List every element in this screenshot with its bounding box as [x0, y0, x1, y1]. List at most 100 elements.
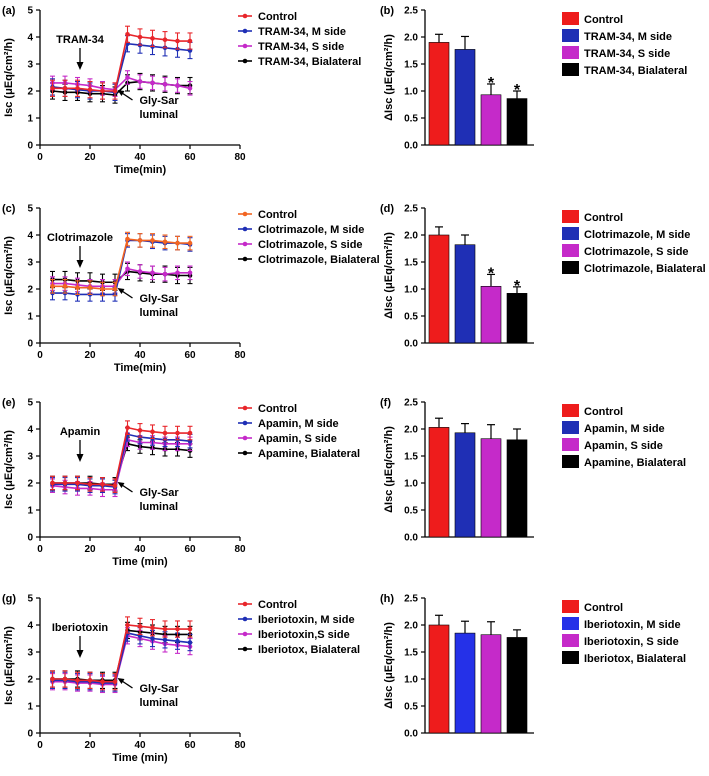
legend-label: TRAM-34, S side — [258, 41, 344, 53]
y-tick-label: 2.5 — [404, 594, 418, 605]
legend-swatch — [562, 455, 579, 468]
data-point — [175, 638, 180, 644]
drug-annotation: Clotrimazole — [47, 232, 113, 244]
bar — [506, 439, 528, 538]
y-tick-label: 0.0 — [404, 141, 418, 152]
panel-label: (g) — [2, 593, 16, 605]
bar — [428, 624, 450, 734]
legend-swatch — [562, 261, 579, 274]
stim-annotation-2: luminal — [140, 109, 179, 121]
legend-label: Apamin, M side — [584, 423, 665, 435]
panel-label: (b) — [380, 5, 394, 17]
y-tick-label: 1 — [27, 312, 33, 323]
y-axis-label: ΔIsc (μEq/cm²/h) — [383, 34, 395, 121]
panel-label: (c) — [2, 203, 16, 215]
y-axis-label: Isc (μEq/cm²/h) — [3, 626, 15, 705]
x-tick-label: 60 — [184, 350, 196, 361]
legend-marker — [242, 241, 248, 247]
data-point — [75, 285, 80, 290]
data-point — [137, 238, 143, 243]
bar — [506, 293, 528, 344]
bar — [428, 42, 450, 146]
bar — [506, 98, 528, 146]
legend-swatch — [562, 63, 579, 76]
legend-label: Iberiotox, Bialateral — [584, 653, 686, 665]
y-tick-label: 3 — [27, 60, 33, 71]
data-point — [187, 640, 193, 645]
y-tick-label: 2 — [27, 87, 33, 98]
x-tick-label: 0 — [37, 544, 43, 555]
x-axis-label: Time (min) — [112, 556, 168, 568]
data-point — [137, 34, 143, 40]
series-line — [52, 632, 191, 684]
legend-label: TRAM-34, M side — [258, 26, 346, 38]
bar — [506, 637, 528, 734]
bar — [480, 94, 502, 146]
y-tick-label: 2.5 — [404, 6, 418, 17]
y-tick-label: 5 — [27, 398, 33, 409]
data-point — [162, 271, 168, 277]
y-tick-label: 0.5 — [404, 506, 418, 517]
data-point — [87, 678, 93, 683]
data-point — [137, 79, 143, 84]
drug-arrow-head — [76, 260, 84, 268]
data-point — [150, 238, 155, 243]
y-tick-label: 1 — [27, 702, 33, 713]
data-point — [87, 482, 93, 487]
y-tick-label: 2.0 — [404, 33, 418, 44]
data-point — [112, 483, 118, 489]
x-tick-label: 20 — [84, 740, 96, 751]
data-point — [150, 36, 155, 41]
data-point — [175, 83, 180, 88]
legend-marker — [242, 226, 248, 232]
legend-swatch — [562, 29, 579, 42]
y-tick-label: 2.5 — [404, 204, 418, 215]
line-panel-c: (c) 0 1 2 3 4 5 0 20 40 60 80 Time(min) Isc (μEq/cm²/… — [2, 203, 380, 374]
data-point — [75, 86, 80, 91]
legend-label: TRAM-34, Bialateral — [258, 56, 361, 68]
y-tick-label: 1 — [27, 114, 33, 125]
series — [50, 616, 193, 691]
stim-annotation: Gly-Sar — [140, 293, 180, 305]
legend-marker — [242, 58, 248, 64]
data-point — [162, 239, 168, 245]
x-tick-label: 80 — [234, 544, 246, 555]
legend-marker — [242, 405, 248, 411]
legend-marker — [242, 420, 248, 426]
bar — [480, 634, 502, 734]
legend-label: Clotrimazole, Bialateral — [584, 263, 706, 275]
x-tick-label: 20 — [84, 350, 96, 361]
legend-label: Apamine, Bialateral — [258, 448, 360, 460]
legend-swatch — [562, 617, 579, 630]
data-point — [150, 80, 155, 86]
series-line — [52, 433, 191, 488]
legend-marker — [242, 13, 248, 19]
data-point — [162, 37, 168, 42]
legend-marker — [242, 450, 248, 456]
data-point — [62, 284, 68, 289]
legend-swatch — [562, 600, 579, 613]
legend-label: Control — [584, 212, 623, 224]
y-tick-label: 2 — [27, 285, 33, 296]
legend-marker — [242, 646, 248, 652]
y-tick-label: 1.0 — [404, 675, 418, 686]
bar — [480, 438, 502, 538]
drug-arrow-head — [76, 454, 84, 462]
legend-label: Clotrimazole, Bialateral — [258, 254, 380, 266]
y-tick-label: 1.5 — [404, 60, 418, 71]
y-tick-label: 1.5 — [404, 648, 418, 659]
legend-label: Clotrimazole, S side — [258, 239, 363, 251]
x-tick-label: 80 — [234, 740, 246, 751]
significance-star: * — [488, 75, 495, 92]
legend-label: TRAM-34, M side — [584, 31, 672, 43]
bar-panel-b: (b) 0.0 0.5 1.0 1.5 2.0 2.5 ΔIsc (μEq/cm²/h) * * C… — [380, 5, 687, 152]
x-tick-label: 40 — [134, 350, 146, 361]
data-point — [150, 429, 155, 435]
legend-label: TRAM-34, Bialateral — [584, 65, 687, 77]
data-point — [187, 240, 193, 246]
panel-label: (h) — [380, 593, 394, 605]
y-tick-label: 3 — [27, 648, 33, 659]
data-point — [187, 86, 193, 91]
x-tick-label: 40 — [134, 152, 146, 163]
